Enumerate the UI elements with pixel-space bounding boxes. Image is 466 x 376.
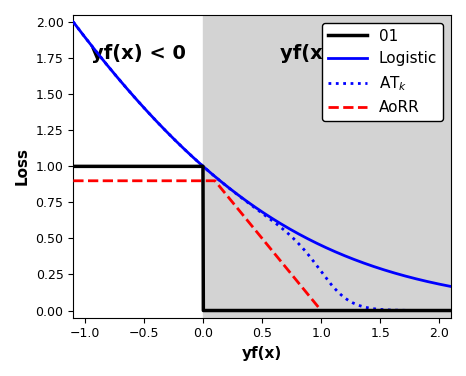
Text: yf(x) < 0: yf(x) < 0 (91, 44, 185, 63)
Logistic (372, 265, 377, 269)
01 (448, 308, 454, 313)
01 (109, 164, 115, 168)
Line: Logistic: Logistic (73, 22, 451, 287)
Logistic (70, 20, 76, 24)
AT$_k$ (448, 308, 454, 313)
Line: AT$_k$: AT$_k$ (73, 22, 451, 311)
AoRR (365, 308, 371, 313)
AoRR (70, 179, 76, 183)
AoRR (319, 308, 324, 313)
Y-axis label: Loss: Loss (15, 147, 30, 185)
AoRR (448, 308, 454, 313)
AoRR (223, 192, 229, 197)
Logistic (109, 68, 115, 73)
Logistic (237, 194, 242, 198)
01 (330, 308, 336, 313)
01 (372, 308, 378, 313)
Logistic (330, 249, 336, 253)
AoRR (330, 308, 336, 313)
01 (70, 164, 76, 168)
AT$_k$ (237, 194, 242, 199)
01 (365, 308, 371, 313)
01 (237, 308, 243, 313)
AoRR (372, 308, 378, 313)
Bar (73, 15, 203, 318)
01 (224, 308, 229, 313)
AT$_k$ (109, 68, 115, 73)
AT$_k$ (70, 20, 76, 24)
01 (200, 308, 206, 313)
AoRR (109, 179, 115, 183)
Line: AoRR: AoRR (73, 181, 451, 311)
AT$_k$ (372, 306, 377, 311)
Bar (203, 15, 451, 318)
AT$_k$ (330, 284, 336, 288)
Logistic (223, 183, 229, 188)
Line: 01: 01 (73, 166, 451, 311)
Logistic (365, 262, 370, 267)
Legend: 01, Logistic, AT$_k$, AoRR: 01, Logistic, AT$_k$, AoRR (322, 23, 443, 121)
X-axis label: yf(x): yf(x) (242, 346, 282, 361)
Logistic (448, 284, 454, 289)
AT$_k$ (365, 306, 370, 310)
AoRR (237, 209, 242, 213)
Text: yf(x) > 0: yf(x) > 0 (280, 44, 375, 63)
AT$_k$ (223, 183, 229, 188)
